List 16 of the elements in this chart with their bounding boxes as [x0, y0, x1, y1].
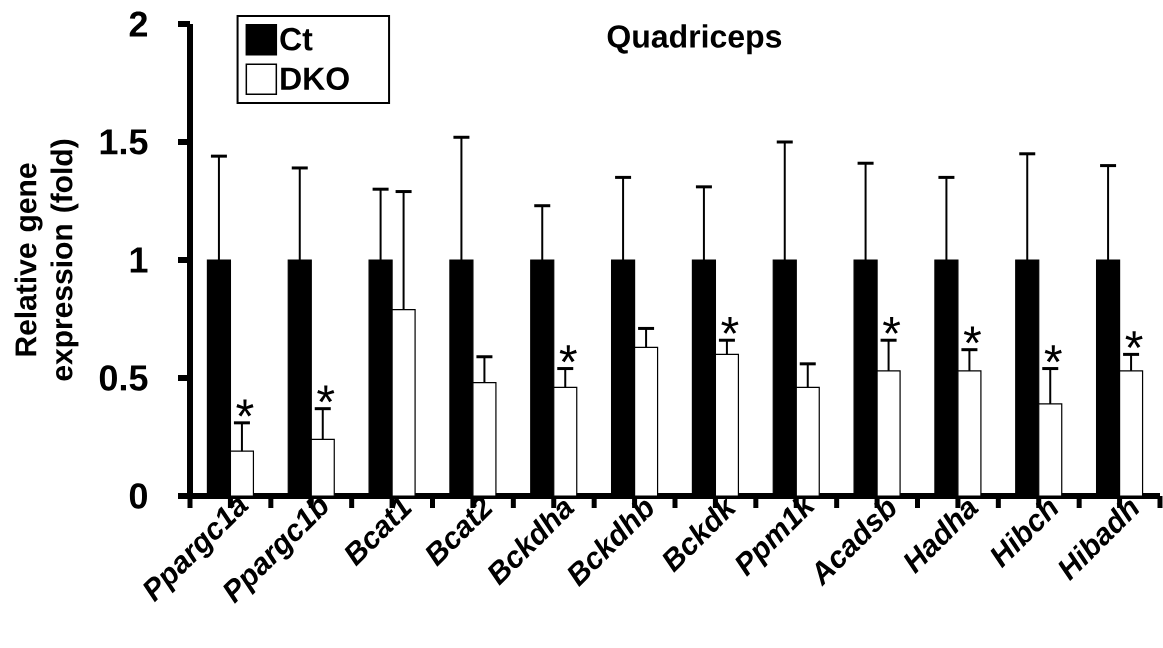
y-tick-label: 1.5 — [100, 129, 148, 155]
y-tick-label: 0.5 — [99, 365, 148, 391]
y-tick-label: 1 — [130, 247, 148, 273]
data-label: * — [559, 345, 577, 363]
legend-label: DKO — [281, 67, 349, 91]
y-tick-label: 2 — [129, 11, 148, 37]
legend-label: Ct — [280, 27, 313, 51]
data-label: * — [721, 317, 739, 334]
data-label: * — [1125, 331, 1143, 349]
data-label: * — [1044, 345, 1062, 363]
chart-title: Quadriceps — [607, 24, 782, 55]
data-label: * — [236, 399, 254, 417]
y-axis-title: Relative gene expression (fold) — [14, 139, 79, 381]
data-label: * — [317, 385, 335, 403]
data-label: * — [883, 317, 901, 334]
data-label: * — [963, 326, 981, 344]
